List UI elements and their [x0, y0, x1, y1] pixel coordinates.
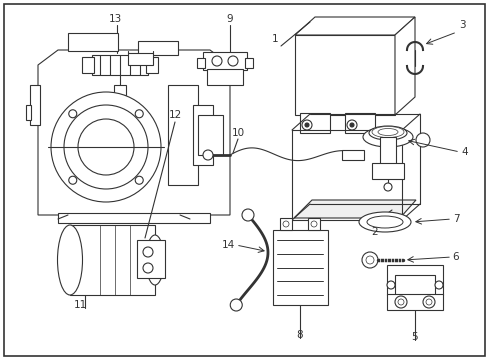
Bar	[68, 33, 118, 51]
Circle shape	[349, 123, 353, 127]
Bar	[198, 115, 223, 155]
Text: 6: 6	[452, 252, 458, 262]
Text: 1: 1	[271, 34, 278, 44]
Circle shape	[394, 296, 406, 308]
Bar	[272, 230, 327, 305]
Ellipse shape	[58, 225, 82, 295]
Circle shape	[78, 119, 134, 175]
Circle shape	[51, 92, 161, 202]
Circle shape	[302, 120, 311, 130]
Bar	[379, 137, 395, 165]
Ellipse shape	[366, 216, 402, 228]
Circle shape	[69, 176, 77, 184]
Circle shape	[346, 120, 356, 130]
Circle shape	[135, 110, 143, 118]
Bar	[137, 240, 164, 278]
Bar	[206, 69, 243, 85]
Bar	[58, 213, 209, 223]
Ellipse shape	[146, 235, 163, 285]
Circle shape	[415, 133, 429, 147]
Text: 2: 2	[371, 227, 378, 237]
Circle shape	[142, 247, 153, 257]
Circle shape	[142, 263, 153, 273]
Ellipse shape	[61, 235, 79, 285]
Circle shape	[361, 252, 377, 268]
Bar	[128, 53, 153, 65]
Text: 11: 11	[73, 300, 86, 310]
Text: 9: 9	[226, 14, 233, 24]
Text: 3: 3	[458, 20, 465, 30]
Bar	[197, 58, 204, 68]
Circle shape	[283, 221, 288, 227]
Polygon shape	[38, 50, 229, 215]
Bar	[26, 105, 31, 120]
Circle shape	[310, 221, 316, 227]
Circle shape	[365, 256, 373, 264]
Text: 4: 4	[461, 147, 468, 157]
Bar	[371, 163, 403, 179]
Text: 5: 5	[411, 332, 417, 342]
Bar	[280, 218, 291, 230]
Circle shape	[64, 105, 148, 189]
Bar	[307, 218, 319, 230]
Circle shape	[227, 56, 238, 66]
Polygon shape	[386, 265, 442, 295]
Text: 13: 13	[108, 14, 122, 24]
Circle shape	[69, 110, 77, 118]
Circle shape	[397, 299, 403, 305]
Text: 7: 7	[452, 214, 458, 224]
Circle shape	[422, 296, 434, 308]
Bar	[114, 85, 126, 95]
Bar	[341, 150, 363, 160]
Circle shape	[305, 123, 308, 127]
Bar	[70, 225, 155, 295]
Ellipse shape	[368, 126, 406, 140]
Ellipse shape	[65, 246, 75, 274]
Bar	[299, 113, 329, 133]
Bar	[82, 57, 94, 73]
Bar	[138, 41, 178, 55]
Circle shape	[135, 176, 143, 184]
Bar	[193, 105, 213, 165]
Bar	[168, 85, 198, 185]
Circle shape	[203, 150, 213, 160]
Circle shape	[386, 281, 394, 289]
Circle shape	[242, 209, 253, 221]
Ellipse shape	[362, 127, 412, 147]
Ellipse shape	[377, 129, 397, 135]
Circle shape	[212, 56, 222, 66]
Polygon shape	[294, 17, 414, 35]
Text: 8: 8	[296, 330, 303, 340]
Bar	[30, 85, 40, 125]
Text: 14: 14	[221, 240, 234, 250]
Polygon shape	[293, 200, 415, 218]
Bar	[244, 58, 252, 68]
Bar	[345, 113, 374, 133]
Bar	[146, 57, 158, 73]
Bar	[386, 294, 442, 310]
Circle shape	[425, 299, 431, 305]
Polygon shape	[294, 35, 394, 115]
Polygon shape	[394, 17, 414, 115]
Ellipse shape	[371, 126, 403, 138]
Bar	[203, 52, 246, 70]
Circle shape	[383, 183, 391, 191]
Text: 10: 10	[231, 128, 244, 138]
Circle shape	[230, 299, 242, 311]
Ellipse shape	[358, 212, 410, 232]
Text: 12: 12	[168, 110, 181, 120]
Circle shape	[434, 281, 442, 289]
Bar	[92, 55, 148, 75]
